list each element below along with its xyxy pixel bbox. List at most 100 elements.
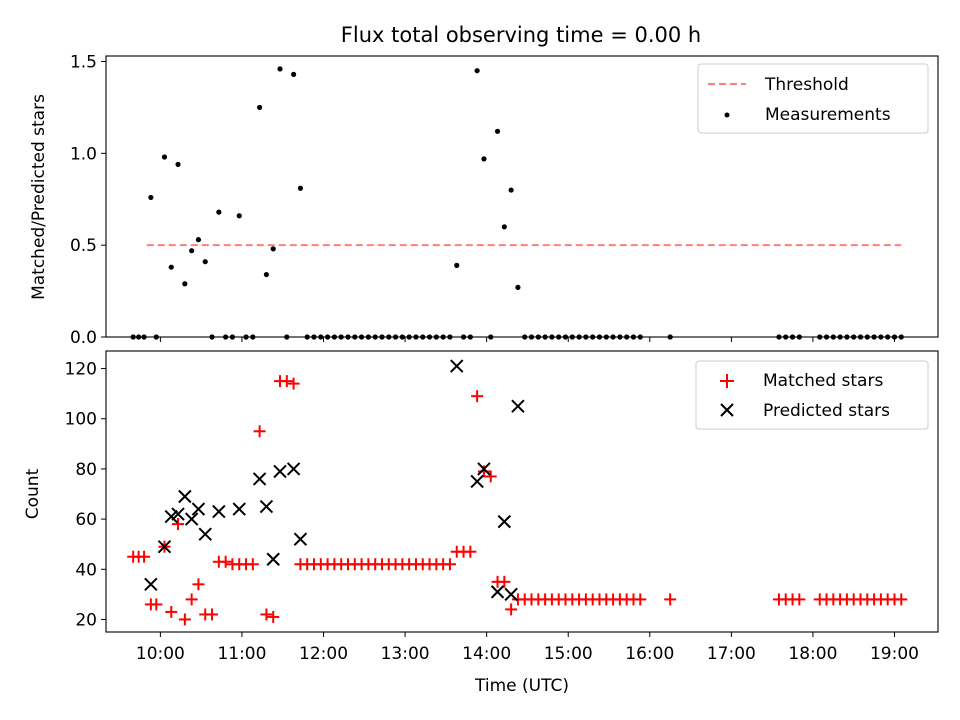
matched-star-point (192, 578, 205, 591)
measurement-point (898, 334, 904, 340)
predicted-star-point (157, 539, 172, 554)
measurement-point (857, 334, 864, 340)
count-legend: Matched stars Predicted stars (695, 360, 929, 430)
ratio-y-axis-title: Matched/Predicted stars (29, 94, 49, 300)
measurement-point (420, 334, 426, 340)
measurement-point (488, 334, 494, 340)
measurement-point (304, 334, 310, 340)
count-x-ticks: 10:00 11:00 12:00 13:00 14:00 15:00 16:00 17:00… (136, 632, 919, 664)
y-tick-label: 20 (75, 610, 97, 630)
figure-title: Flux total observing time = 0.00 h (341, 23, 701, 47)
measurement-point (844, 334, 850, 340)
predicted-star-point (286, 462, 301, 476)
matched-star-point (172, 518, 185, 531)
measurement-point (216, 209, 222, 215)
x-tick-label: 16:00 (625, 644, 674, 664)
measurement-point (284, 334, 290, 340)
measurement-point (549, 334, 555, 340)
ratio-axes-frame (105, 55, 939, 338)
matched-star-point (219, 555, 232, 568)
predicted-star-point (212, 504, 226, 519)
measurement-point (481, 156, 487, 162)
matched-star-point (793, 593, 806, 606)
x-tick-label: 10:00 (136, 644, 185, 664)
measurement-point (195, 237, 202, 243)
predicted-star-point (273, 464, 287, 479)
y-tick-label: 0.0 (70, 328, 97, 348)
matched-star-point (178, 613, 191, 626)
measurement-point (352, 334, 358, 340)
y-tick-label: 1.5 (70, 53, 97, 73)
x-tick-label: 11:00 (217, 644, 266, 664)
ratio-x-ticks (159, 337, 895, 342)
measurement-point (474, 68, 480, 74)
matched-legend-swatch (720, 374, 734, 388)
measurement-point (243, 334, 249, 340)
measurement-point (168, 264, 174, 270)
measurement-point (331, 334, 337, 340)
measurement-point (528, 334, 535, 340)
count-panel: 20 40 60 80 100 120 10:00 11:00 12:00 13:00 14:00… (23, 350, 939, 696)
measurement-point (406, 334, 412, 340)
ratio-plot-area (130, 66, 904, 340)
predicted-star-point (252, 472, 267, 486)
ratio-legend: Threshold Measurements (697, 63, 929, 134)
measurement-point (182, 281, 188, 287)
predicted-star-point (232, 502, 246, 516)
measurement-point (372, 334, 378, 340)
measurement-point (148, 194, 154, 201)
predicted-star-point (184, 512, 199, 526)
measurement-point (202, 259, 208, 265)
matched-star-point (505, 603, 518, 616)
measurement-point (562, 334, 569, 340)
measurement-point (358, 334, 365, 340)
predicted-star-point (191, 502, 206, 516)
measurement-point (776, 334, 782, 340)
measurement-point (291, 71, 297, 77)
measurement-point (789, 334, 796, 340)
y-tick-label: 40 (75, 560, 97, 580)
matched-star-point (443, 558, 456, 571)
x-tick-label: 13:00 (381, 644, 430, 664)
measurement-point (365, 334, 371, 340)
predicted-star-point (504, 587, 518, 602)
matched-legend-label: Matched stars (763, 371, 883, 391)
measurement-point (569, 334, 575, 340)
measurement-point (386, 334, 392, 340)
measurement-point (603, 334, 609, 340)
y-tick-label: 120 (65, 360, 97, 380)
predicted-star-point (171, 507, 185, 521)
ratio-y-ticks: 0.0 0.5 1.0 1.5 (70, 53, 106, 348)
measurement-point (297, 185, 304, 191)
count-legend-box (695, 360, 929, 430)
y-tick-label: 100 (65, 410, 97, 430)
matched-star-point (464, 545, 477, 558)
matched-star-point (206, 608, 219, 621)
measurement-point (891, 334, 898, 340)
matched-star-point (165, 605, 178, 618)
ratio-panel: 0.0 0.5 1.0 1.5 Matched/Predicted stars Thr… (29, 53, 939, 348)
measurement-point (837, 334, 843, 340)
measurement-point (576, 334, 582, 340)
measurement-point (783, 334, 789, 340)
measurement-point (590, 334, 596, 340)
matched-star-point (484, 470, 497, 483)
matched-star-point (150, 598, 163, 611)
measurement-point (878, 334, 884, 340)
measurement-point (522, 334, 528, 340)
measurement-point (501, 224, 507, 230)
predicted-star-point (470, 474, 484, 489)
measurement-point (277, 66, 283, 72)
predicted-star-point (293, 532, 308, 546)
measurement-point (257, 104, 263, 111)
x-tick-label: 14:00 (462, 644, 511, 664)
measurement-point (596, 334, 603, 340)
predicted-star-point (178, 489, 192, 504)
measurement-point (542, 334, 548, 340)
measurement-point (467, 334, 473, 340)
matched-star-point (471, 390, 484, 403)
measurement-point (617, 334, 623, 340)
measurement-point (460, 334, 467, 340)
ratio-legend-box (697, 63, 929, 134)
predicted-legend-swatch (720, 403, 734, 417)
